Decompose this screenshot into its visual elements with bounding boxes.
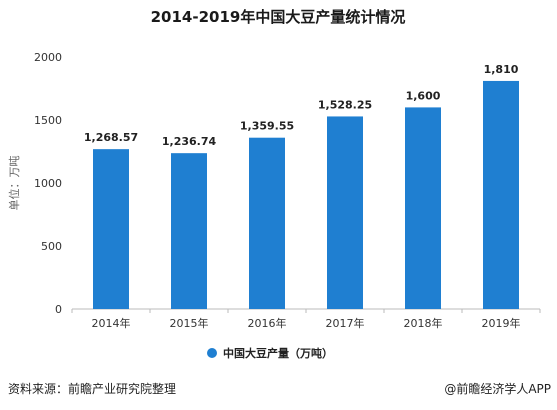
- legend-swatch: [207, 348, 217, 358]
- y-axis-label: 单位：万吨: [7, 156, 21, 211]
- data-label: 1,236.74: [162, 135, 217, 148]
- data-label: 1,359.55: [240, 120, 294, 133]
- bar: [249, 137, 285, 309]
- bars-group: 1,268.57 1,236.74 1,359.55 1,528.25 1,600 1,8…: [84, 63, 519, 310]
- source-note: 资料来源：前瞻产业研究院整理: [8, 382, 177, 396]
- x-tick-label: 2016年: [248, 316, 287, 330]
- data-label: 1,268.57: [84, 131, 138, 144]
- data-label: 1,810: [484, 63, 519, 76]
- bar: [327, 116, 363, 310]
- x-axis: 2014年 2015年 2016年 2017年 2018年 2019年: [71, 309, 541, 330]
- x-tick-label: 2014年: [92, 316, 131, 330]
- chart-title: 2014-2019年中国大豆产量统计情况: [151, 8, 406, 26]
- x-tick-label: 2018年: [404, 316, 443, 330]
- bar: [93, 149, 129, 309]
- bar: [405, 107, 441, 310]
- brand-credit: @前瞻经济学人APP: [444, 382, 551, 396]
- x-tick-label: 2015年: [170, 316, 209, 330]
- x-tick-label: 2017年: [326, 316, 365, 330]
- y-axis: 0 500 1000 1500 2000: [34, 51, 62, 316]
- y-tick-label: 0: [55, 303, 62, 316]
- legend: 中国大豆产量（万吨）: [207, 346, 333, 360]
- data-label: 1,528.25: [318, 98, 372, 111]
- legend-label: 中国大豆产量（万吨）: [223, 346, 333, 360]
- y-tick-label: 2000: [34, 51, 62, 64]
- y-tick-label: 1500: [34, 114, 62, 127]
- y-tick-label: 500: [41, 240, 62, 253]
- x-tick-label: 2019年: [482, 316, 521, 330]
- data-label: 1,600: [406, 89, 441, 102]
- y-tick-label: 1000: [34, 177, 62, 190]
- bar: [171, 153, 207, 309]
- bar: [483, 80, 519, 309]
